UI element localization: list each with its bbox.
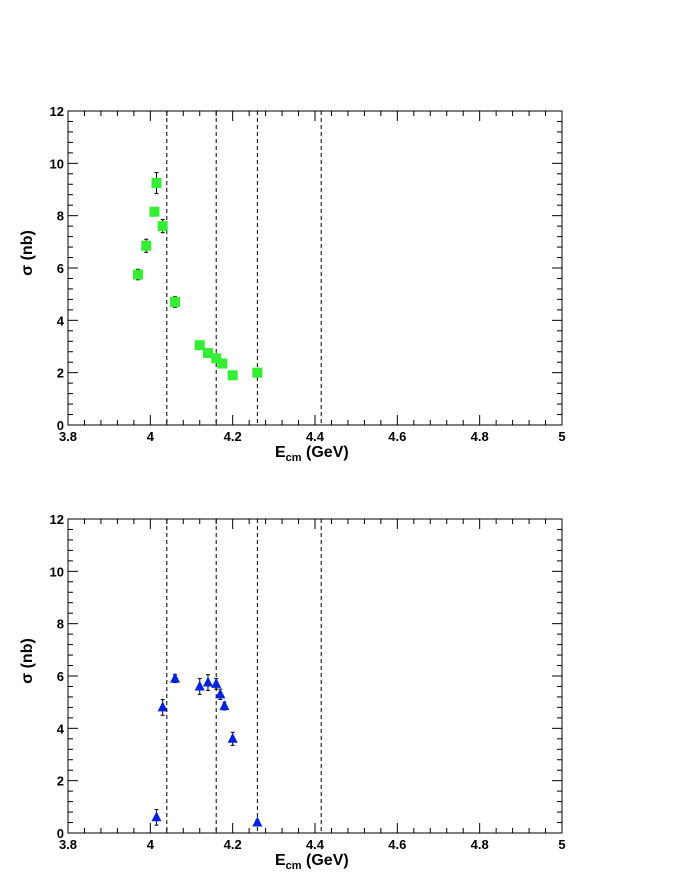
data-point-triangle [157,701,168,712]
data-point-square [217,358,228,369]
y-tick-label: 10 [50,564,64,579]
data-point-square [202,348,213,359]
x-axis-title: Ecm (GeV) [275,852,349,872]
x-tick-label: 4.6 [388,429,406,444]
data-point-square [157,221,168,232]
top-panel: 3.8 4 4.2 4.4 4.6 4.8 5 0 2 4 6 8 10 12 Ecm (GeV) σ (nb… [19,104,566,464]
data-point-square [149,206,160,217]
x-tick-label: 4.4 [306,837,325,852]
y-tick-label: 0 [57,418,64,433]
y-tick-label: 4 [57,721,65,736]
data-point-square [211,353,222,364]
y-tick-label: 8 [57,617,64,632]
x-tick-label: 4.4 [306,429,325,444]
data-point-square [170,297,181,308]
y-axis-title: σ (nb) [19,230,36,276]
x-tick-label: 4.8 [471,837,489,852]
x-tick-label: 4.2 [224,429,242,444]
y-tick-label: 12 [50,512,64,527]
plot-frame [67,518,563,834]
data-point-triangle [219,700,230,711]
y-tick-label: 6 [57,261,64,276]
data-point-square [141,240,152,251]
data-point-square [252,367,263,378]
x-tick-label: 4 [147,429,155,444]
y-tick-label: 12 [50,104,64,119]
y-tick-label: 10 [50,156,64,171]
y-tick-label: 8 [57,209,64,224]
y-tick-label: 4 [57,313,65,328]
data-point-triangle [252,816,263,827]
plot-frame [67,110,563,426]
x-tick-label: 5 [558,837,565,852]
data-point-triangle [211,677,222,688]
x-tick-label: 5 [558,429,565,444]
data-point-triangle [194,680,205,691]
data-point-square [151,177,162,188]
data-point-triangle [227,732,238,743]
x-tick-label: 4.6 [388,837,406,852]
data-point-square [227,370,238,381]
y-tick-label: 6 [57,669,64,684]
data-point-triangle [215,688,226,699]
data-point-triangle [170,672,181,683]
x-tick-label: 4.8 [471,429,489,444]
y-tick-label: 2 [57,774,64,789]
bottom-panel: 3.8 4 4.2 4.4 4.6 4.8 5 0 2 4 6 8 10 12 Ecm (GeV) σ (nb… [19,512,566,872]
data-point-triangle [202,676,213,687]
data-point-square [132,269,143,280]
x-axis-title: Ecm (GeV) [275,444,349,464]
y-tick-label: 2 [57,366,64,381]
x-tick-label: 3.8 [59,837,77,852]
data-point-square [194,340,205,351]
y-axis-title: σ (nb) [19,638,36,684]
x-tick-label: 3.8 [59,429,77,444]
x-tick-label: 4 [147,837,155,852]
x-tick-label: 4.2 [224,837,242,852]
data-point-triangle [151,811,162,822]
y-tick-label: 0 [57,826,64,841]
